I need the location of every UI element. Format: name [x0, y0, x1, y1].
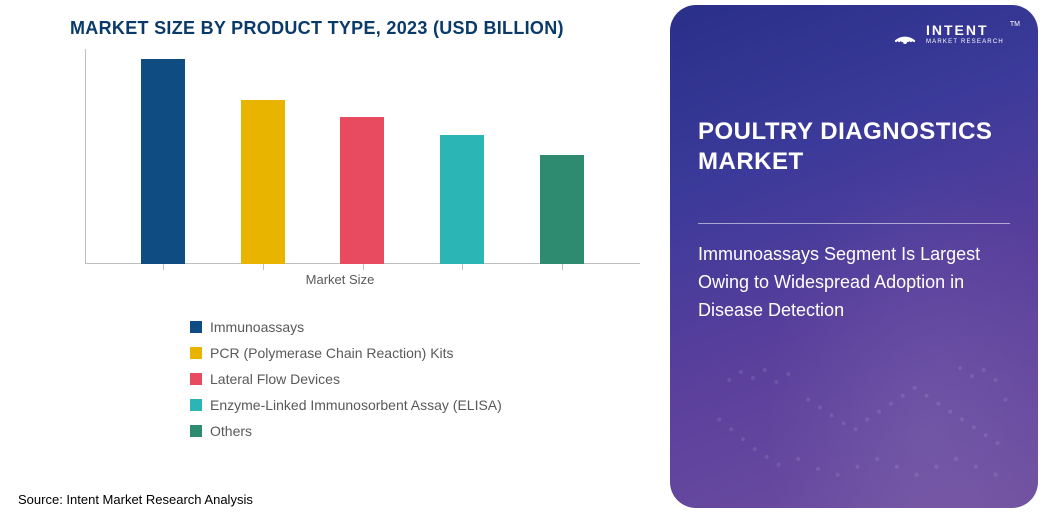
chart-panel: MARKET SIZE BY PRODUCT TYPE, 2023 (USD B… [0, 0, 670, 513]
legend-item: Lateral Flow Devices [190, 371, 660, 387]
legend-label: Immunoassays [210, 319, 304, 335]
brand-logo: INTENT MARKET RESEARCH TM [890, 19, 1020, 49]
x-tick [562, 264, 563, 270]
bar [440, 135, 484, 264]
title-card: INTENT MARKET RESEARCH TM POULTRY DIAGNO… [670, 5, 1038, 508]
divider [698, 223, 1010, 224]
logo-brand: INTENT [926, 23, 1004, 37]
bar-chart: Market Size [40, 49, 640, 279]
legend-swatch [190, 373, 202, 385]
logo-text: INTENT MARKET RESEARCH [926, 23, 1004, 45]
bar [141, 59, 185, 264]
x-tick [462, 264, 463, 270]
logo-tm: TM [1010, 21, 1020, 28]
legend-label: PCR (Polymerase Chain Reaction) Kits [210, 345, 454, 361]
title-card-panel: INTENT MARKET RESEARCH TM POULTRY DIAGNO… [670, 0, 1043, 513]
wifi-arcs-icon [890, 19, 920, 49]
legend-item: Enzyme-Linked Immunosorbent Assay (ELISA… [190, 397, 660, 413]
legend-swatch [190, 321, 202, 333]
market-title: POULTRY DIAGNOSTICS MARKET [698, 117, 1010, 177]
x-tick [263, 264, 264, 270]
source-citation: Source: Intent Market Research Analysis [18, 492, 253, 507]
chart-title: MARKET SIZE BY PRODUCT TYPE, 2023 (USD B… [70, 18, 660, 39]
legend-item: Others [190, 423, 660, 439]
legend-swatch [190, 425, 202, 437]
x-tick [363, 264, 364, 270]
legend-swatch [190, 399, 202, 411]
bar [340, 117, 384, 264]
market-subtitle: Immunoassays Segment Is Largest Owing to… [698, 241, 1010, 325]
legend-label: Lateral Flow Devices [210, 371, 340, 387]
legend-label: Others [210, 423, 252, 439]
infographic-root: MARKET SIZE BY PRODUCT TYPE, 2023 (USD B… [0, 0, 1043, 513]
bar [540, 155, 584, 264]
legend-item: PCR (Polymerase Chain Reaction) Kits [190, 345, 660, 361]
bars-group [85, 49, 640, 264]
x-axis-label: Market Size [40, 272, 640, 287]
bar [241, 100, 285, 264]
logo-sub: MARKET RESEARCH [926, 39, 1004, 45]
legend-label: Enzyme-Linked Immunosorbent Assay (ELISA… [210, 397, 502, 413]
chart-legend: Immunoassays PCR (Polymerase Chain Reacti… [190, 319, 660, 439]
legend-swatch [190, 347, 202, 359]
x-tick [163, 264, 164, 270]
legend-item: Immunoassays [190, 319, 660, 335]
